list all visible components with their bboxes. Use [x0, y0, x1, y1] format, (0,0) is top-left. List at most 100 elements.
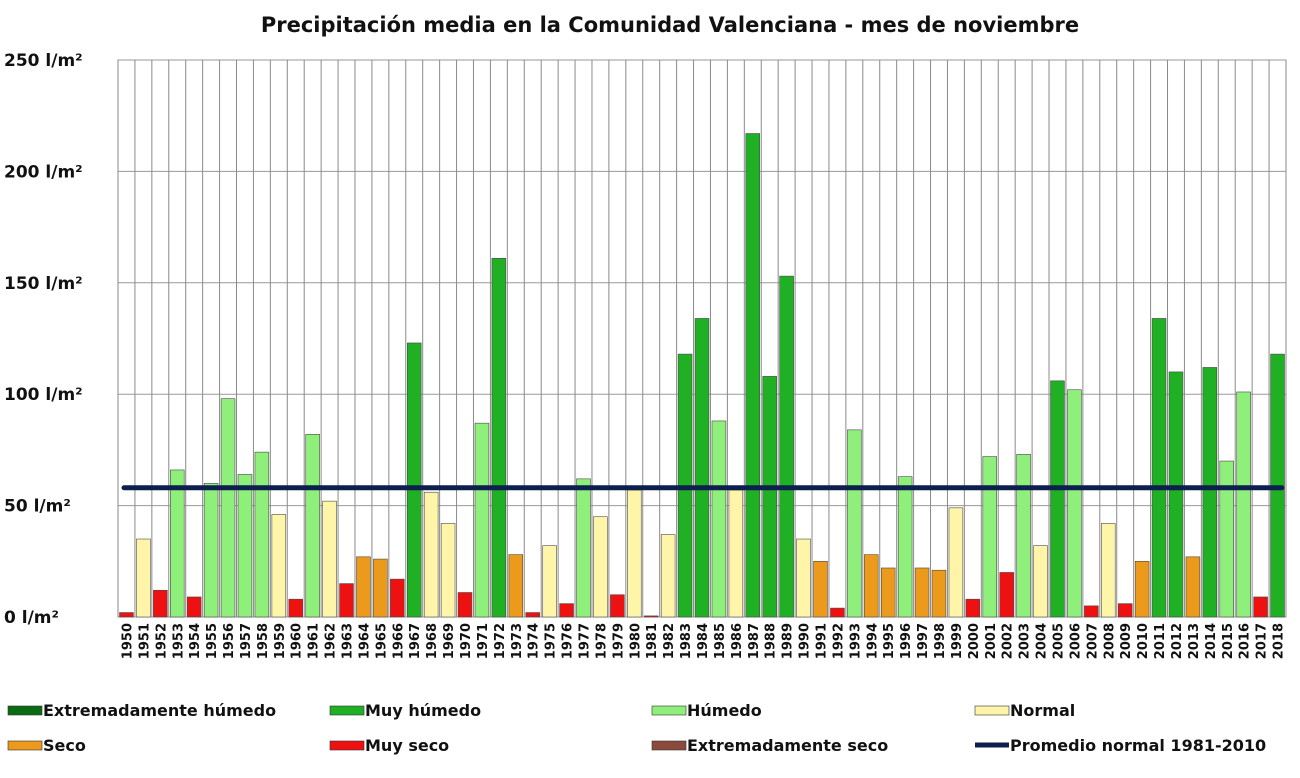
y-tick-label: 250 l/m²	[4, 51, 83, 71]
bar-1996	[897, 476, 913, 618]
x-tick-label: 1967	[408, 623, 423, 659]
bar-2010	[1134, 560, 1150, 618]
x-tick-label: 2012	[1170, 623, 1185, 659]
legend-item-muy_humedo: Muy húmedo	[329, 701, 481, 720]
bar-1979	[610, 594, 625, 618]
bar-2007	[1084, 605, 1099, 618]
x-tick-label: 1992	[831, 623, 846, 659]
bar-1958	[254, 451, 270, 618]
x-tick-label: 1972	[493, 623, 508, 659]
x-tick-label: 1987	[747, 623, 762, 659]
x-tick-label: 1998	[933, 623, 948, 659]
bar-1954	[186, 596, 202, 618]
x-tick-label: 1954	[188, 623, 203, 659]
bar-1960	[288, 598, 303, 618]
bar-1964	[356, 556, 371, 618]
x-tick-label: 1980	[628, 623, 643, 659]
x-tick-label: 1956	[222, 623, 237, 659]
x-tick-label: 1963	[341, 623, 356, 659]
x-tick-label: 2014	[1204, 623, 1219, 659]
bars	[119, 133, 1285, 618]
legend-item-extremadamente_humedo: Extremadamente húmedo	[7, 701, 276, 720]
bar-2009	[1117, 603, 1133, 618]
y-tick-label: 150 l/m²	[4, 274, 83, 294]
legend-label: Extremadamente seco	[687, 736, 888, 755]
y-tick-label: 100 l/m²	[4, 385, 83, 405]
bar-1989	[779, 275, 794, 618]
x-tick-label: 1961	[307, 623, 322, 659]
bar-2008	[1101, 523, 1116, 618]
legend-item-normal: Normal	[974, 701, 1075, 720]
bar-2014	[1202, 367, 1218, 618]
x-tick-label: 1973	[510, 623, 525, 659]
x-tick-label: 1989	[781, 623, 796, 659]
bar-1998	[931, 569, 947, 618]
legend-swatch	[651, 740, 687, 751]
bar-2005	[1050, 380, 1065, 618]
x-tick-label: 1962	[324, 623, 339, 659]
x-tick-label: 1993	[848, 623, 863, 659]
bar-1965	[373, 558, 388, 618]
x-tick-label: 1952	[154, 623, 169, 659]
x-tick-label: 2005	[1051, 623, 1066, 659]
bar-1982	[660, 534, 676, 618]
x-tick-label: 1966	[391, 623, 406, 659]
y-tick-label: 50 l/m²	[4, 497, 71, 517]
bar-1953	[170, 469, 185, 618]
bar-2012	[1168, 371, 1184, 618]
x-tick-label: 1994	[865, 623, 880, 659]
x-tick-label: 1978	[594, 623, 609, 659]
legend-label: Muy húmedo	[365, 701, 481, 720]
bar-1990	[796, 538, 811, 618]
x-tick-label: 1950	[120, 623, 135, 659]
x-tick-label: 1999	[950, 623, 965, 659]
x-tick-label: 2003	[1018, 623, 1033, 659]
bar-2004	[1033, 545, 1048, 618]
bar-1970	[457, 592, 473, 618]
x-tick-label: 1964	[357, 623, 372, 659]
bar-1969	[440, 523, 456, 618]
x-tick-label: 1959	[273, 623, 288, 659]
x-tick-label: 1982	[662, 623, 677, 659]
bar-1956	[220, 398, 236, 618]
bar-2002	[999, 572, 1014, 618]
legend-item-humedo: Húmedo	[651, 701, 762, 720]
x-tick-label: 2007	[1085, 623, 1100, 659]
bar-1951	[136, 538, 151, 618]
bar-2017	[1253, 596, 1268, 618]
bar-1978	[593, 516, 608, 618]
x-tick-label: 1970	[459, 623, 474, 659]
x-tick-label: 1996	[899, 623, 914, 659]
x-tick-label: 2001	[984, 623, 999, 659]
y-tick-label: 0 l/m²	[4, 608, 59, 628]
legend-swatch	[651, 705, 687, 716]
x-tick-label: 1975	[544, 623, 559, 659]
bar-1981	[643, 615, 659, 618]
legend-swatch	[7, 740, 43, 751]
x-tick-label: 2013	[1187, 623, 1202, 659]
bar-1992	[830, 607, 845, 618]
bar-1985	[711, 420, 727, 618]
bar-1994	[864, 554, 879, 618]
x-tick-label: 1995	[882, 623, 897, 659]
x-axis-ticks: 1950 1951 1952 1953 1954 1955 1956 1957 1958 1959…	[120, 623, 1286, 659]
x-tick-label: 1976	[561, 623, 576, 659]
bar-1991	[813, 560, 828, 618]
x-tick-label: 1957	[239, 623, 254, 659]
bar-1974	[525, 612, 540, 618]
x-tick-label: 2002	[1001, 623, 1016, 659]
legend: Extremadamente húmedo Muy húmedo Húmedo Nor…	[7, 701, 1266, 755]
x-tick-label: 1974	[527, 623, 542, 659]
x-tick-label: 1981	[645, 623, 660, 659]
bar-1967	[406, 342, 422, 618]
bar-1955	[203, 483, 219, 618]
bar-1957	[237, 474, 253, 618]
y-tick-label: 200 l/m²	[4, 162, 83, 182]
bar-1986	[728, 489, 744, 618]
bar-1971	[474, 422, 490, 618]
legend-swatch	[974, 705, 1010, 716]
bar-1993	[847, 429, 862, 618]
bar-2013	[1185, 556, 1201, 618]
chart-title: Precipitación media en la Comunidad Vale…	[261, 13, 1079, 37]
